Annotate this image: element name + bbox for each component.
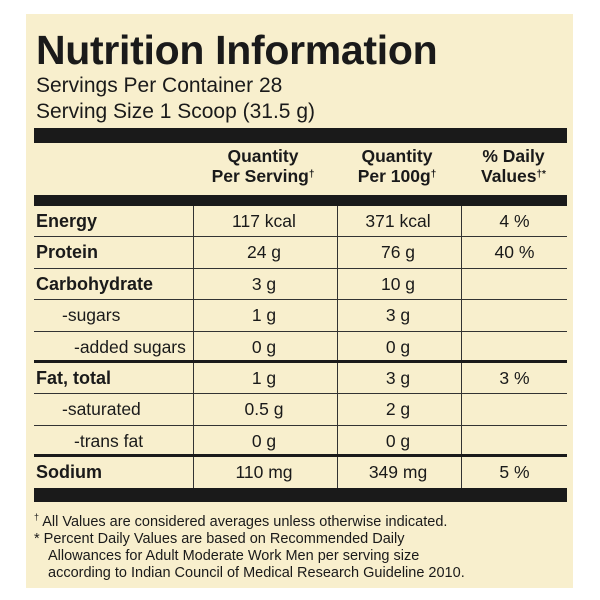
- per-100g-value: 371 kcal: [365, 211, 431, 231]
- column-header-per-serving-text: Per Serving: [211, 166, 309, 186]
- footnote-text: All Values are considered averages unles…: [42, 513, 448, 530]
- table-row-carbohydrate: Carbohydrate 3 g 10 g: [34, 269, 567, 301]
- dagger-mark: †: [430, 169, 437, 180]
- nutrition-label: Nutrition Information Servings Per Conta…: [26, 14, 573, 588]
- footnote-line-3: Allowances for Adult Moderate Work Men p…: [48, 547, 420, 564]
- bottom-divider-bar: [34, 488, 567, 502]
- column-header-daily-text: Values: [481, 166, 537, 186]
- nutrient-name: Energy: [36, 211, 98, 231]
- column-divider: [193, 206, 194, 488]
- nutrient-name: -trans fat: [74, 430, 144, 451]
- column-divider: [461, 206, 462, 488]
- column-header-per-100g-text: Per 100g: [357, 166, 431, 186]
- top-divider-bar: [34, 128, 567, 143]
- per-serving-value: 0.5 g: [244, 399, 284, 420]
- per-serving-value: 1 g: [251, 367, 277, 388]
- table-row-added-sugars: -added sugars 0 g 0 g: [34, 332, 567, 363]
- daily-value: 5 %: [499, 462, 530, 483]
- per-100g-value: 3 g: [385, 367, 411, 388]
- per-100g-value: 10 g: [380, 273, 416, 294]
- daily-value: 40 %: [494, 242, 535, 263]
- daily-value: 4 %: [499, 211, 530, 231]
- nutrient-name: Protein: [36, 242, 99, 263]
- nutrient-name: Carbohydrate: [36, 273, 154, 294]
- table-row-protein: Protein 24 g 76 g 40 %: [34, 237, 567, 269]
- per-100g-value: 0 g: [385, 336, 411, 357]
- table-row-sugars: -sugars 1 g 3 g: [34, 300, 567, 332]
- table-row-saturated: -saturated 0.5 g 2 g: [34, 394, 567, 426]
- dagger-star-mark: †*: [536, 169, 546, 180]
- column-header-daily-line1: % Daily: [482, 146, 545, 166]
- per-serving-value: 3 g: [251, 273, 277, 294]
- table-row-sodium: Sodium 110 mg 349 mg 5 %: [34, 457, 567, 488]
- column-header-per-100g-line2: Per 100g†: [337, 166, 457, 186]
- per-serving-value: 1 g: [251, 305, 277, 326]
- footnotes: † All Values are considered averages unl…: [34, 509, 567, 582]
- nutrient-table: Energy 117 kcal 371 kcal 4 % Protein 24 …: [34, 206, 567, 489]
- per-serving-value: 110 mg: [235, 462, 293, 483]
- nutrient-name: -saturated: [62, 399, 141, 420]
- per-100g-value: 2 g: [385, 399, 411, 420]
- nutrient-name: Fat, total: [36, 367, 111, 388]
- label-title: Nutrition Information: [36, 27, 438, 73]
- column-header-daily-line2: Values†*: [461, 166, 566, 186]
- column-header-per-100g: Quantity Per 100g†: [337, 146, 457, 186]
- header-divider-bar: [34, 195, 567, 206]
- column-header-per-serving-line2: Per Serving†: [193, 166, 333, 186]
- column-divider: [337, 206, 338, 488]
- column-header-daily-values: % Daily Values†*: [461, 146, 566, 186]
- per-100g-value: 0 g: [385, 430, 411, 451]
- column-header-per-serving: Quantity Per Serving†: [193, 146, 333, 186]
- dagger-mark: †: [34, 512, 40, 522]
- per-serving-value: 0 g: [251, 430, 277, 451]
- per-100g-value: 349 mg: [368, 462, 428, 483]
- table-row-energy: Energy 117 kcal 371 kcal 4 %: [34, 206, 567, 238]
- nutrient-name: Sodium: [36, 462, 102, 483]
- column-header-per-100g-line1: Quantity: [361, 146, 433, 166]
- per-serving-value: 0 g: [251, 336, 277, 357]
- table-row-fat-total: Fat, total 1 g 3 g 3 %: [34, 363, 567, 395]
- per-serving-value: 117 kcal: [232, 211, 296, 231]
- dagger-mark: †: [308, 169, 315, 180]
- per-serving-value: 24 g: [246, 242, 282, 263]
- per-100g-value: 76 g: [380, 242, 416, 263]
- servings-per-container: Servings Per Container 28: [36, 74, 283, 97]
- daily-value: 3 %: [499, 367, 530, 388]
- nutrient-name: -added sugars: [74, 336, 186, 357]
- footnote-line-4: according to Indian Council of Medical R…: [48, 564, 465, 581]
- column-header-per-serving-line1: Quantity: [227, 146, 299, 166]
- serving-size: Serving Size 1 Scoop (31.5 g): [36, 100, 315, 123]
- table-row-trans-fat: -trans fat 0 g 0 g: [34, 426, 567, 458]
- nutrient-name: -sugars: [62, 305, 121, 326]
- per-100g-value: 3 g: [385, 305, 411, 326]
- footnote-line-2: * Percent Daily Values are based on Reco…: [34, 530, 405, 547]
- footnote-line-1: † All Values are considered averages unl…: [34, 509, 567, 531]
